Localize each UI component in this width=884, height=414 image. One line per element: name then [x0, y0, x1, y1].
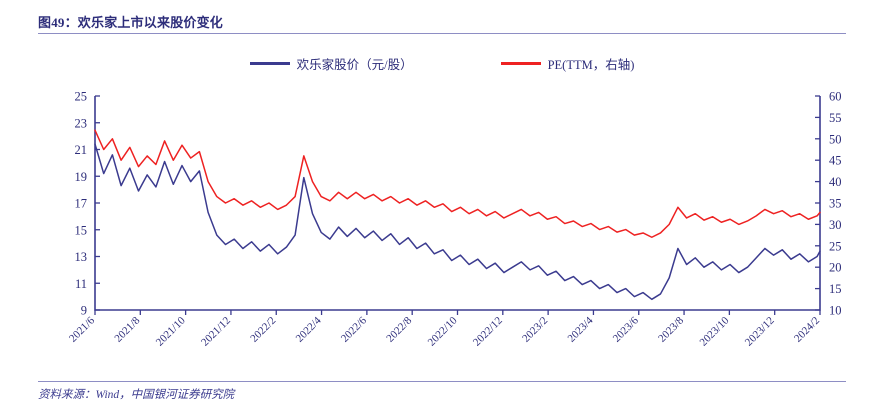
y-axis-tick-label: 13: [75, 250, 88, 264]
title-divider: [38, 33, 846, 34]
y2-axis-tick-label: 35: [829, 197, 842, 211]
y-axis-tick-label: 9: [81, 304, 87, 318]
x-axis-tick-label: 2022/4: [294, 314, 324, 344]
legend-swatch-price: [249, 61, 290, 65]
x-axis-tick-label: 2022/6: [339, 314, 369, 344]
y2-axis-tick-label: 50: [829, 132, 842, 146]
x-axis-tick-label: 2023/8: [656, 314, 686, 344]
x-axis-tick-label: 2021/10: [154, 314, 188, 348]
y-axis-tick-label: 21: [75, 143, 88, 157]
source-note: 资料来源：Wind，中国银河证券研究院: [38, 389, 235, 401]
y-axis-tick-label: 25: [75, 90, 88, 104]
x-axis-tick-label: 2023/6: [611, 314, 641, 344]
y2-axis-tick-label: 45: [829, 154, 842, 168]
x-axis-tick-label: 2023/10: [698, 314, 732, 348]
y-axis-tick-label: 23: [75, 116, 88, 130]
y2-axis-tick-label: 40: [829, 175, 842, 189]
x-axis-tick-label: 2023/2: [520, 315, 550, 345]
footer-divider: [38, 381, 846, 382]
y-axis-tick-label: 17: [75, 197, 88, 211]
legend-item-price[interactable]: 欢乐家股价（元/股）: [249, 54, 413, 73]
y2-axis-tick-label: 30: [829, 218, 842, 232]
chart-legend: 欢乐家股价（元/股） PE(TTM，右轴): [0, 52, 884, 74]
y2-axis-tick-label: 20: [829, 261, 842, 275]
x-axis-tick-label: 2022/8: [384, 314, 414, 344]
legend-label-pe: PE(TTM，右轴): [547, 57, 635, 72]
legend-swatch-pe: [500, 61, 541, 65]
y-axis-tick-label: 19: [75, 170, 88, 184]
figure-title: 图49：欢乐家上市以来股价变化: [38, 15, 224, 30]
x-axis-tick-label: 2021/8: [112, 314, 142, 344]
x-axis-tick-label: 2022/10: [426, 314, 460, 348]
y2-axis-tick-label: 15: [829, 282, 842, 296]
y2-axis-tick-label: 55: [829, 111, 842, 125]
y-axis-tick-label: 15: [75, 223, 88, 237]
y2-axis-tick-label: 10: [829, 304, 842, 318]
series-line-pe: [94, 129, 821, 238]
y-axis-tick-label: 11: [75, 277, 87, 291]
x-axis-tick-label: 2024/2: [792, 315, 822, 345]
x-axis-tick-label: 2023/12: [743, 315, 777, 349]
y2-axis-tick-label: 60: [829, 90, 842, 104]
x-axis-tick-label: 2021/12: [199, 315, 233, 349]
legend-label-price: 欢乐家股价（元/股）: [296, 57, 413, 72]
x-axis-tick-label: 2023/4: [565, 314, 595, 344]
x-axis-tick-label: 2022/12: [471, 315, 505, 349]
x-axis-tick-label: 2022/2: [248, 315, 278, 345]
series-line-price: [94, 143, 821, 301]
y2-axis-tick-label: 25: [829, 239, 842, 253]
x-axis-tick-label: 2021/6: [67, 314, 97, 344]
legend-item-pe[interactable]: PE(TTM，右轴): [500, 54, 635, 73]
